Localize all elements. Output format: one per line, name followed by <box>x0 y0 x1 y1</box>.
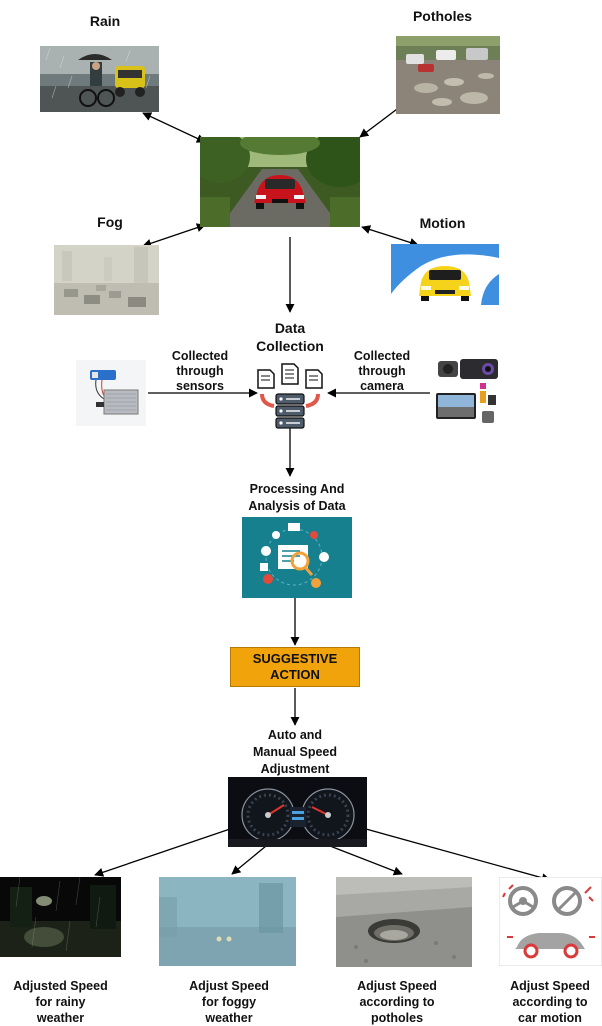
potholes-image <box>396 36 500 114</box>
speed-adjustment-line2: Manual Speed <box>252 745 338 759</box>
camera-caption-line2: through <box>358 364 406 378</box>
potholes-label: Potholes <box>412 8 473 24</box>
output-motion-line3: car motion <box>518 1011 582 1025</box>
output-rainy-line1: Adjusted Speed <box>13 979 108 993</box>
arrow-rain-car <box>142 112 206 143</box>
fog-image <box>54 245 159 315</box>
output-motion-line1: Adjust Speed <box>510 979 590 993</box>
output-foggy-line1: Adjust Speed <box>189 979 269 993</box>
sensors-caption-line3: sensors <box>176 379 224 393</box>
output-potholes-line2: according to <box>359 995 435 1009</box>
rainy-road-image <box>0 877 121 957</box>
motion-label: Motion <box>419 215 466 231</box>
output-foggy-line3: weather <box>205 1011 253 1025</box>
speed-adjustment-line1: Auto and <box>267 728 323 742</box>
speed-adjustment-line3: Adjustment <box>260 762 330 776</box>
speedometer-image <box>228 777 367 847</box>
processing-title-line2: Analysis of Data <box>248 499 346 513</box>
foggy-road-image <box>159 877 296 966</box>
car-road-image <box>200 137 360 227</box>
fog-label: Fog <box>97 214 123 230</box>
output-foggy-line2: for foggy <box>201 995 257 1009</box>
arrow-motion-car <box>361 225 419 247</box>
camera-caption-line1: Collected <box>353 349 411 363</box>
processing-title-line1: Processing And <box>249 482 345 496</box>
suggestive-action-line1: SUGGESTIVE <box>252 651 338 666</box>
sensors-caption-line1: Collected <box>171 349 229 363</box>
camera-caption-line3: camera <box>360 379 404 393</box>
arrow-speed-potholes <box>329 845 403 876</box>
output-rainy-line2: for rainy <box>35 995 86 1009</box>
car-motion-image <box>499 877 602 966</box>
sensor-image <box>76 360 146 426</box>
dashcam-image <box>430 355 500 428</box>
arrow-speed-motion <box>365 828 551 883</box>
pothole-road-image <box>336 877 472 967</box>
motion-image <box>391 244 499 305</box>
processing-image <box>242 517 352 598</box>
suggestive-action-box: SUGGESTIVE ACTION <box>230 647 360 687</box>
data-collection-icon <box>254 360 326 430</box>
rain-label: Rain <box>89 13 121 29</box>
output-potholes-line3: potholes <box>370 1011 424 1025</box>
output-motion-line2: according to <box>512 995 588 1009</box>
arrow-fog-car <box>142 223 206 248</box>
sensors-caption-line2: through <box>176 364 224 378</box>
output-rainy-line3: weather <box>36 1011 85 1025</box>
suggestive-action-line2: ACTION <box>270 667 320 682</box>
rain-image <box>40 46 159 112</box>
arrow-speed-foggy <box>231 845 267 875</box>
data-collection-title-line1: Data <box>274 320 306 336</box>
output-potholes-line1: Adjust Speed <box>357 979 437 993</box>
arrow-speed-rainy <box>94 828 231 877</box>
data-collection-title-line2: Collection <box>256 338 324 354</box>
